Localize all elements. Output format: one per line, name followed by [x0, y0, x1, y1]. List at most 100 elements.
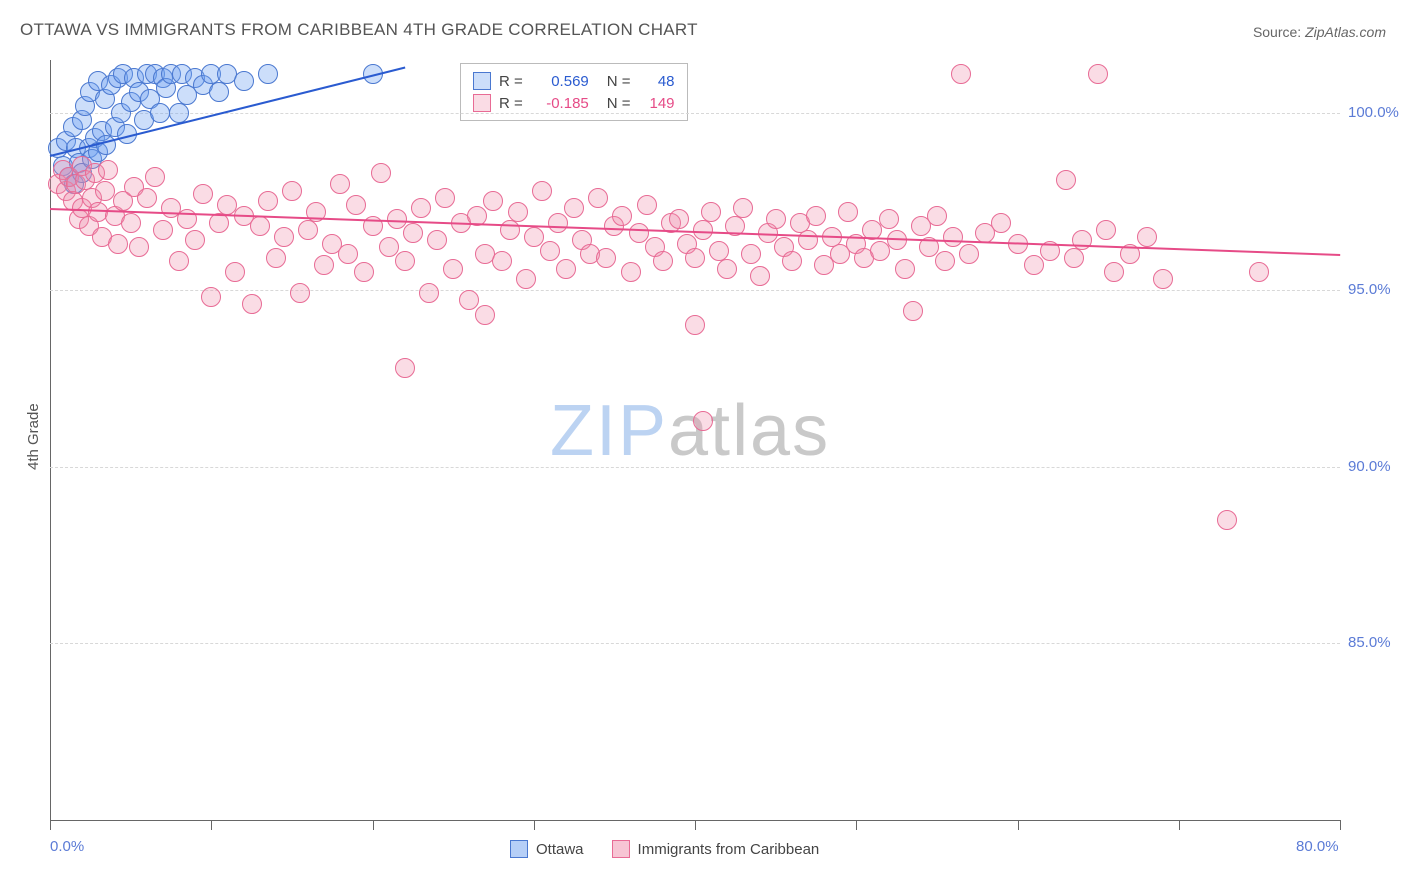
- legend-label: Ottawa: [536, 841, 584, 858]
- legend-row: R =-0.185N =149: [473, 92, 675, 114]
- legend-swatch: [510, 840, 528, 858]
- data-point: [108, 234, 128, 254]
- data-point: [588, 188, 608, 208]
- data-point: [637, 195, 657, 215]
- data-point: [879, 209, 899, 229]
- data-point: [669, 209, 689, 229]
- data-point: [250, 216, 270, 236]
- source-prefix: Source:: [1253, 24, 1305, 40]
- x-tick-label: 0.0%: [50, 838, 84, 855]
- chart-container: { "title":"OTTAWA VS IMMIGRANTS FROM CAR…: [0, 0, 1406, 892]
- data-point: [516, 269, 536, 289]
- y-axis-label: 4th Grade: [25, 403, 42, 470]
- data-point: [766, 209, 786, 229]
- data-point: [685, 315, 705, 335]
- data-point: [1153, 269, 1173, 289]
- data-point: [532, 181, 552, 201]
- data-point: [556, 259, 576, 279]
- data-point: [443, 259, 463, 279]
- data-point: [274, 227, 294, 247]
- data-point: [137, 188, 157, 208]
- x-tick-label: 80.0%: [1296, 838, 1339, 855]
- data-point: [717, 259, 737, 279]
- x-tick: [856, 820, 857, 830]
- r-label: R =: [499, 73, 523, 90]
- data-point: [475, 305, 495, 325]
- r-value: 0.569: [531, 73, 589, 90]
- data-point: [693, 411, 713, 431]
- data-point: [258, 64, 278, 84]
- data-point: [492, 251, 512, 271]
- chart-title: OTTAWA VS IMMIGRANTS FROM CARIBBEAN 4TH …: [20, 20, 698, 40]
- data-point: [201, 287, 221, 307]
- data-point: [750, 266, 770, 286]
- data-point: [234, 71, 254, 91]
- data-point: [500, 220, 520, 240]
- legend-swatch: [473, 72, 491, 90]
- y-tick-label: 90.0%: [1348, 458, 1391, 475]
- gridline: [50, 467, 1340, 468]
- source-name: ZipAtlas.com: [1305, 24, 1386, 40]
- x-tick: [1340, 820, 1341, 830]
- y-tick-label: 85.0%: [1348, 634, 1391, 651]
- x-tick: [373, 820, 374, 830]
- data-point: [330, 174, 350, 194]
- data-point: [1096, 220, 1116, 240]
- data-point: [629, 223, 649, 243]
- x-tick: [695, 820, 696, 830]
- legend-item: Ottawa: [510, 840, 584, 858]
- data-point: [943, 227, 963, 247]
- plot-area: [50, 60, 1341, 821]
- legend-row: R = 0.569 N = 48: [473, 70, 675, 92]
- data-point: [379, 237, 399, 257]
- data-point: [314, 255, 334, 275]
- data-point: [435, 188, 455, 208]
- data-point: [1056, 170, 1076, 190]
- data-point: [895, 259, 915, 279]
- source-attribution: Source: ZipAtlas.com: [1253, 24, 1386, 40]
- data-point: [129, 237, 149, 257]
- x-tick: [50, 820, 51, 830]
- data-point: [693, 220, 713, 240]
- data-point: [266, 248, 286, 268]
- data-point: [540, 241, 560, 261]
- data-point: [371, 163, 391, 183]
- data-point: [806, 206, 826, 226]
- data-point: [927, 206, 947, 226]
- data-point: [508, 202, 528, 222]
- n-value: 48: [639, 73, 675, 90]
- data-point: [524, 227, 544, 247]
- r-value: -0.185: [531, 95, 589, 112]
- series-legend: Ottawa Immigrants from Caribbean: [510, 840, 819, 858]
- x-tick: [211, 820, 212, 830]
- gridline: [50, 113, 1340, 114]
- data-point: [403, 223, 423, 243]
- data-point: [1024, 255, 1044, 275]
- x-tick: [1018, 820, 1019, 830]
- y-tick-label: 100.0%: [1348, 104, 1399, 121]
- data-point: [209, 82, 229, 102]
- data-point: [612, 206, 632, 226]
- data-point: [298, 220, 318, 240]
- n-label: N =: [607, 73, 631, 90]
- r-label: R =: [499, 95, 523, 112]
- n-label: N =: [607, 95, 631, 112]
- legend-item: Immigrants from Caribbean: [612, 840, 820, 858]
- data-point: [1064, 248, 1084, 268]
- x-tick: [1179, 820, 1180, 830]
- data-point: [621, 262, 641, 282]
- data-point: [701, 202, 721, 222]
- data-point: [1137, 227, 1157, 247]
- gridline: [50, 290, 1340, 291]
- legend-swatch: [473, 94, 491, 112]
- data-point: [1217, 510, 1237, 530]
- data-point: [98, 160, 118, 180]
- x-tick: [534, 820, 535, 830]
- legend-swatch: [612, 840, 630, 858]
- data-point: [548, 213, 568, 233]
- gridline: [50, 643, 1340, 644]
- data-point: [242, 294, 262, 314]
- y-tick-label: 95.0%: [1348, 281, 1391, 298]
- legend-label: Immigrants from Caribbean: [638, 841, 820, 858]
- data-point: [258, 191, 278, 211]
